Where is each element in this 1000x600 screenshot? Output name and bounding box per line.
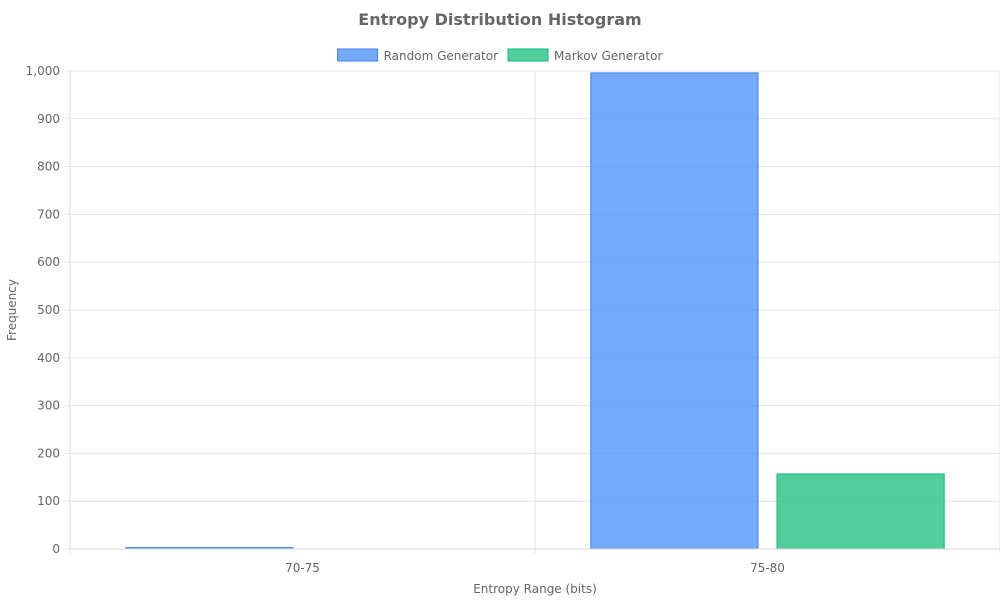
y-tick-label: 200 — [37, 446, 60, 460]
legend-label-markov-generator: Markov Generator — [554, 49, 662, 63]
bar-markov-generator-75-80 — [776, 473, 945, 550]
chart-title: Entropy Distribution Histogram — [358, 10, 641, 29]
x-tick-label: 75-80 — [750, 561, 785, 575]
x-axis-label: Entropy Range (bits) — [473, 582, 597, 596]
bars — [125, 72, 945, 550]
y-axis-label: Frequency — [5, 279, 19, 341]
legend-swatch-random-generator — [337, 48, 379, 62]
y-tick-label: 100 — [37, 494, 60, 508]
y-tick-label: 300 — [37, 399, 60, 413]
y-tick-labels: 0 100 200 300 400 500 600 700 800 900 1,000 — [26, 64, 60, 556]
y-tick-label: 900 — [37, 112, 60, 126]
y-tick-label: 1,000 — [26, 64, 60, 78]
y-tick-label: 0 — [52, 542, 60, 556]
x-tick-label: 70-75 — [285, 561, 320, 575]
legend-swatch-markov-generator — [507, 48, 549, 62]
y-tick-label: 700 — [37, 207, 60, 221]
axes — [69, 71, 1000, 550]
y-tick-label: 400 — [37, 351, 60, 365]
legend-label-random-generator: Random Generator — [384, 49, 499, 63]
y-tick-label: 600 — [37, 255, 60, 269]
y-tick-label: 800 — [37, 160, 60, 174]
legend: Random Generator Markov Generator — [337, 48, 662, 63]
bar-random-generator-75-80 — [590, 72, 759, 550]
x-tick-labels: 70-75 75-80 — [285, 561, 785, 575]
y-tick-label: 500 — [37, 303, 60, 317]
